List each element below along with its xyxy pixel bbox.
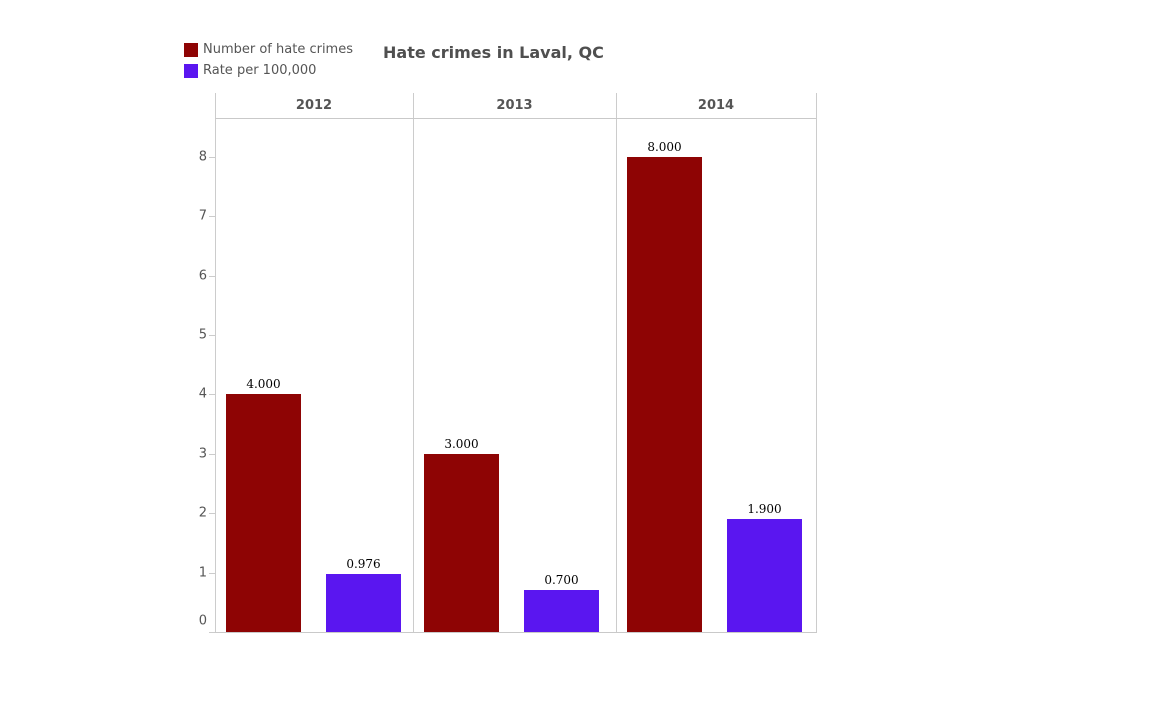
y-tick-mark-7 [209, 216, 215, 217]
y-tick-mark-2 [209, 513, 215, 514]
bar-2012-series-1[interactable] [226, 394, 301, 632]
header-underline [215, 118, 816, 119]
bar-value-label-2014-series-2: 1.900 [747, 502, 782, 517]
y-tick-label-1: 1 [198, 565, 207, 581]
y-tick-mark-1 [209, 573, 215, 574]
bar-value-label-2013-series-2: 0.700 [544, 573, 579, 588]
y-tick-mark-3 [209, 454, 215, 455]
y-tick-mark-4 [209, 394, 215, 395]
bar-value-label-2013-series-1: 3.000 [444, 436, 479, 451]
y-tick-mark-6 [209, 276, 215, 277]
y-tick-label-4: 4 [198, 386, 207, 402]
y-tick-label-5: 5 [198, 327, 207, 343]
legend-item-hate-crimes: Number of hate crimes [184, 39, 353, 60]
legend-label-rate: Rate per 100,000 [203, 63, 317, 78]
panel-border-line [616, 93, 617, 632]
y-tick-mark-5 [209, 335, 215, 336]
y-tick-label-6: 6 [198, 268, 207, 284]
chart-title: Hate crimes in Laval, QC [383, 43, 604, 62]
panel-border-line [215, 93, 216, 632]
y-tick-label-2: 2 [198, 505, 207, 521]
column-header-2012: 2012 [295, 98, 333, 113]
bar-2012-series-2[interactable] [326, 574, 401, 632]
legend-swatch-hate-crimes-icon [184, 42, 198, 57]
legend-swatch-rate-icon [184, 63, 198, 78]
bar-value-label-2012-series-1: 4.000 [246, 377, 281, 392]
bar-value-label-2014-series-1: 8.000 [647, 139, 682, 154]
panel-border-line [413, 93, 414, 632]
panel-border-line [816, 93, 817, 632]
bar-2013-series-1[interactable] [424, 453, 499, 632]
column-header-2014: 2014 [697, 98, 735, 113]
y-tick-label-3: 3 [198, 446, 207, 462]
y-tick-label-7: 7 [198, 208, 207, 224]
bar-2014-series-2[interactable] [727, 519, 802, 632]
y-tick-label-0: 0 [198, 613, 207, 629]
bar-value-label-2012-series-2: 0.976 [346, 557, 381, 572]
y-tick-mark-8 [209, 157, 215, 158]
y-tick-label-8: 8 [198, 149, 207, 165]
column-header-2013: 2013 [496, 98, 533, 113]
y-tick-mark-0 [209, 632, 215, 633]
legend-label-hate-crimes: Number of hate crimes [203, 42, 353, 57]
legend: Number of hate crimes Rate per 100,000 [184, 39, 353, 81]
bar-2014-series-1[interactable] [627, 156, 702, 632]
x-axis-line [209, 632, 817, 633]
legend-item-rate: Rate per 100,000 [184, 60, 353, 81]
bar-2013-series-2[interactable] [524, 590, 599, 632]
